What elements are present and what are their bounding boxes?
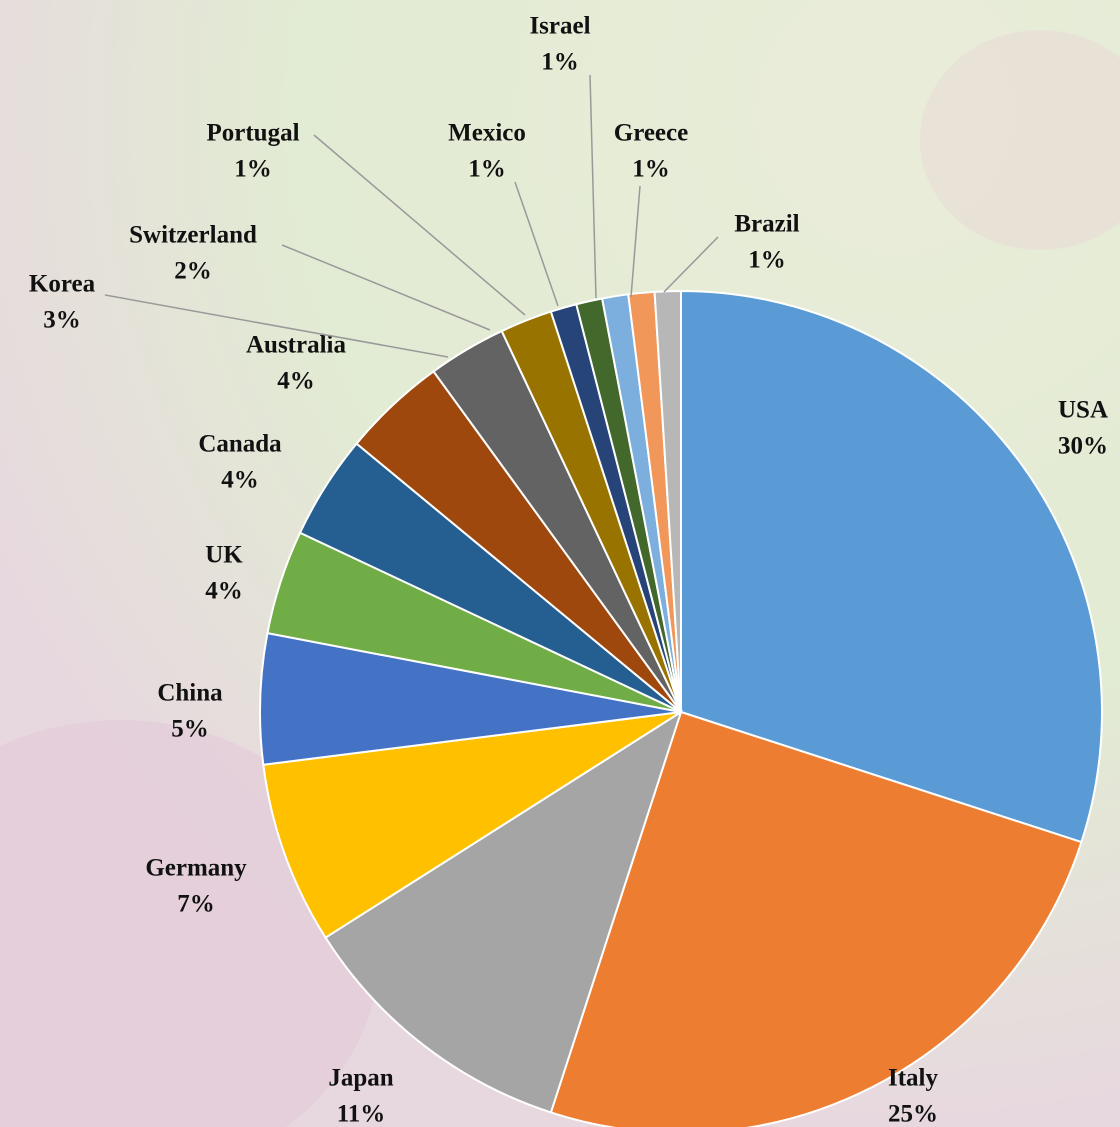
slice-value-label: 2% [174,258,212,285]
slice-label: Israel [529,13,590,40]
slice-label: Brazil [734,211,799,238]
slice-value-label: 1% [748,247,786,274]
slice-value-label: 1% [468,156,506,183]
slice-value-label: 1% [234,156,272,183]
slice-value-label: 4% [205,578,243,605]
slice-label: Portugal [206,120,299,147]
slice-label: Greece [614,120,688,147]
slice-value-label: 3% [43,307,81,334]
page: USA 30% Italy 25% Japan 11% Germany 7% China 5% UK… [0,0,1120,1127]
slice-value-label: 4% [221,467,259,494]
slice-label: Mexico [448,120,526,147]
slice-label: China [157,680,223,707]
slice-value-label: 4% [277,368,315,395]
slice-label: Switzerland [129,222,257,249]
pie [260,291,1102,1127]
slice-label: Korea [29,271,96,298]
slice-label: USA [1058,397,1108,424]
slice-value-label: 30% [1058,433,1108,460]
slice-value-label: 11% [337,1101,386,1127]
slice-label: UK [205,542,243,569]
slice-label: Germany [145,855,247,882]
slice-label: Japan [328,1065,393,1092]
slice-value-label: 25% [888,1101,938,1127]
chart: USA 30% Italy 25% Japan 11% Germany 7% China 5% UK… [0,0,1120,1127]
slice-value-label: 5% [171,716,209,743]
slice-value-label: 1% [541,49,579,76]
slice-label: Canada [198,431,282,458]
slice-value-label: 7% [177,891,215,918]
slice-value-label: 1% [632,156,670,183]
slice-label: Italy [888,1065,939,1092]
